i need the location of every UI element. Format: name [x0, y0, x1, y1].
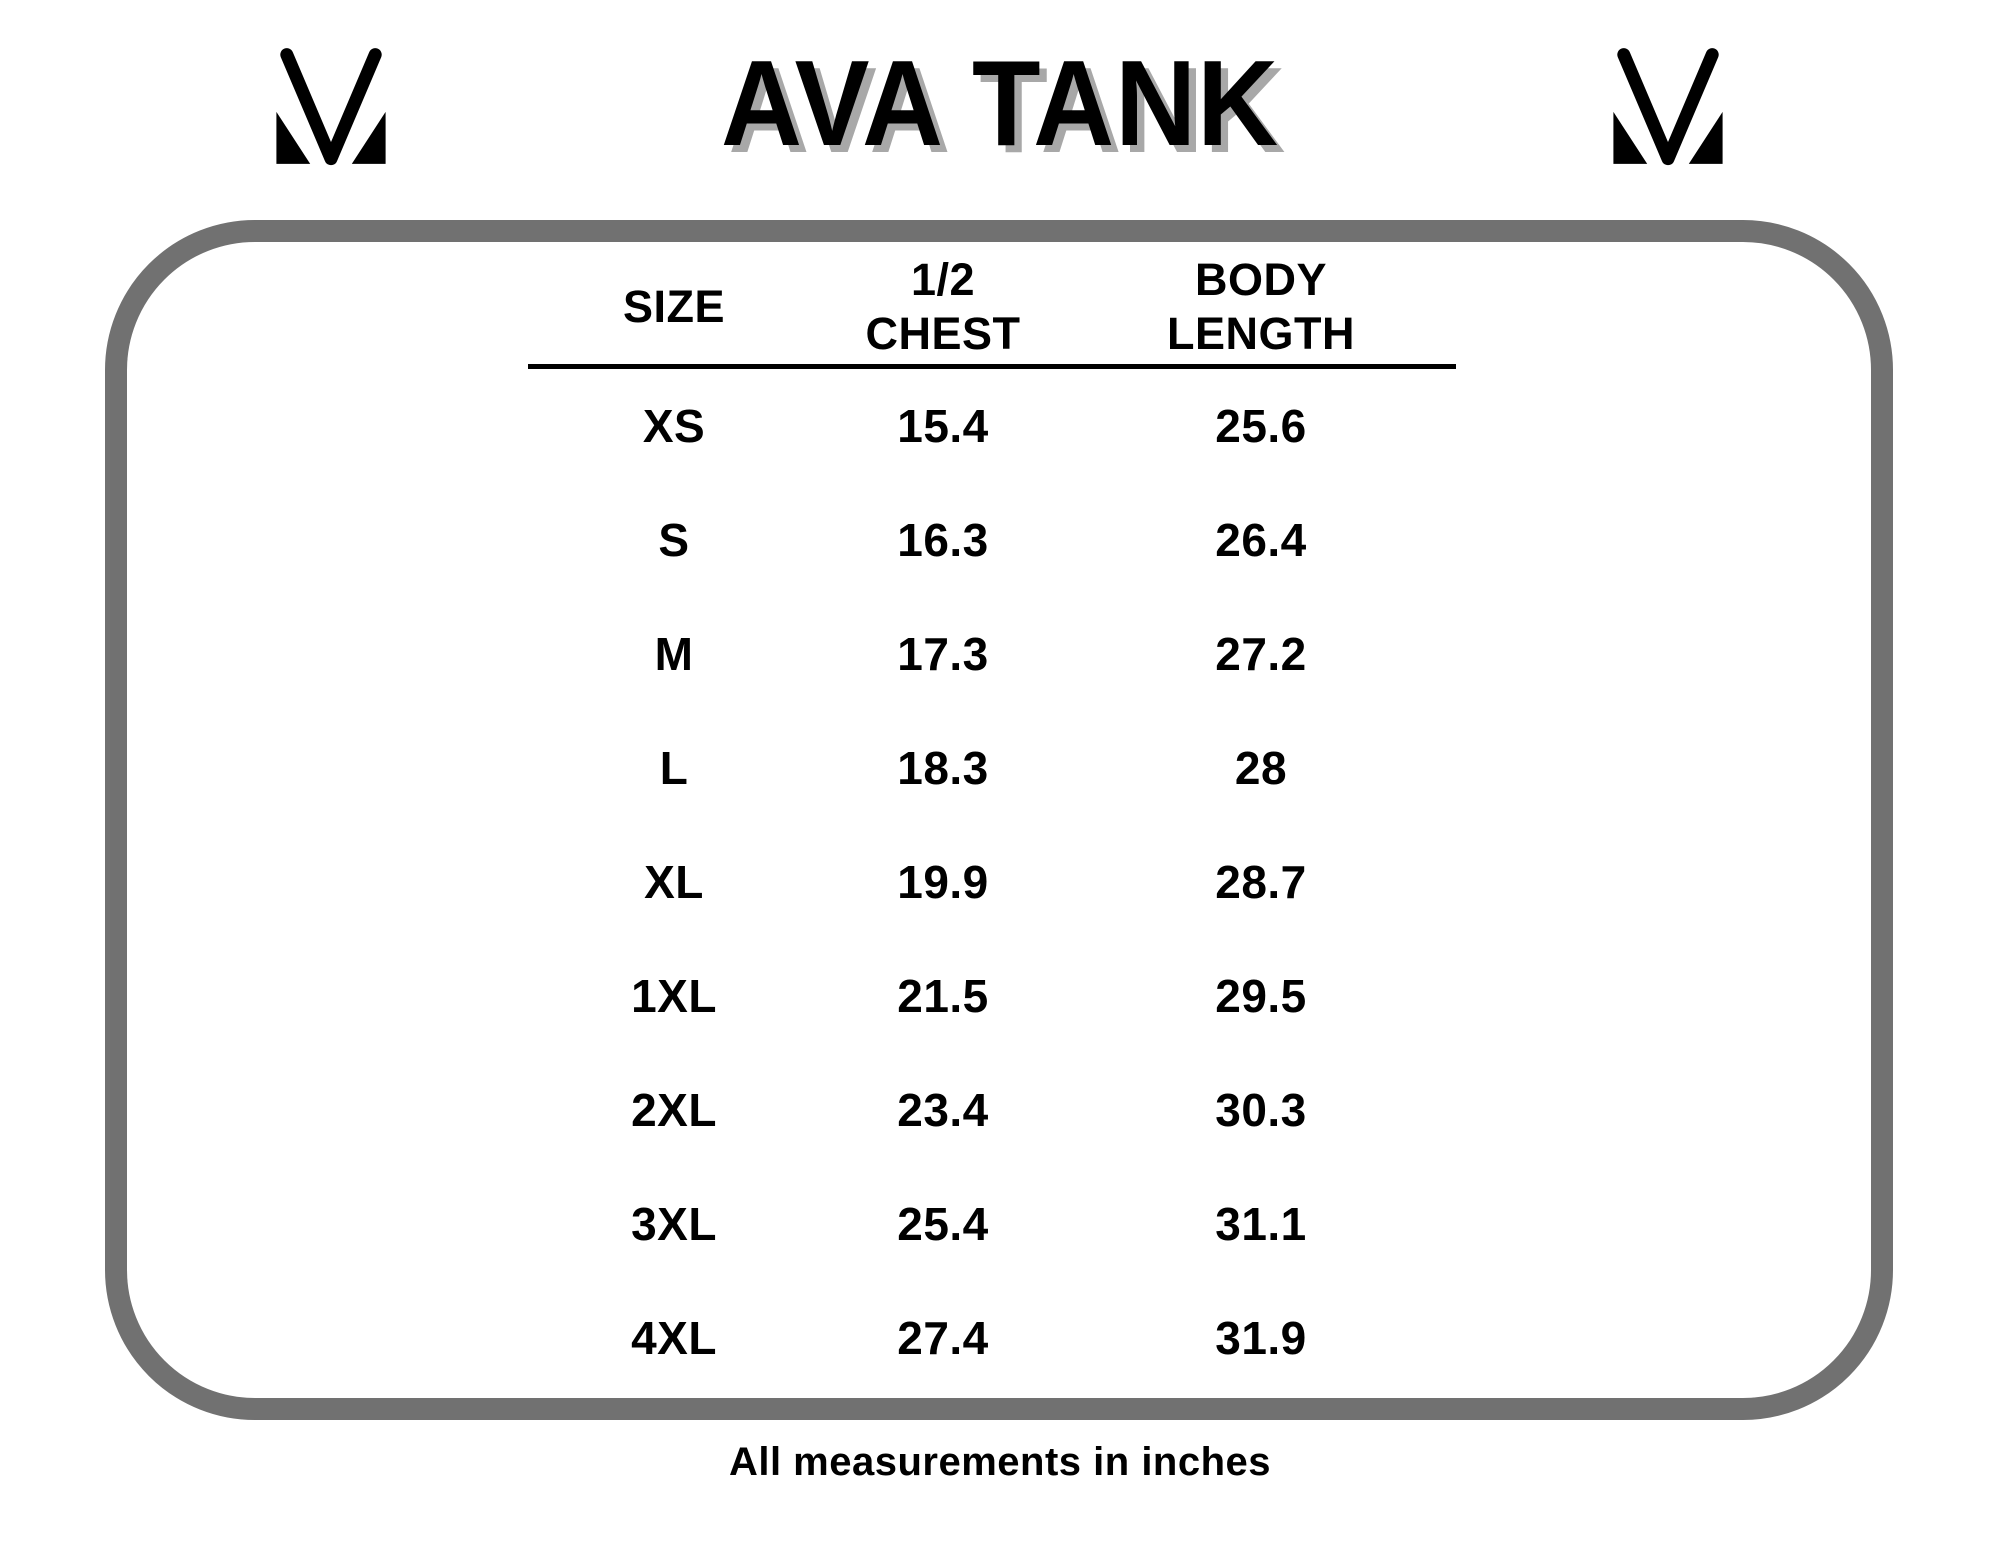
size-cell: 4XL	[631, 1312, 717, 1364]
col-header-size: SIZE	[528, 280, 820, 334]
chest-cell: 27.4	[897, 1312, 989, 1364]
table-header-row: SIZE 1/2 CHEST BODY LENGTH	[528, 250, 1456, 364]
size-table: SIZE 1/2 CHEST BODY LENGTH XS 15.4 25.6 …	[528, 250, 1456, 1395]
size-cell: M	[654, 628, 694, 680]
size-chart-border	[105, 220, 1893, 1420]
size-cell: 3XL	[631, 1198, 717, 1250]
table-row: L 18.3 28	[528, 711, 1456, 825]
measurements-note: All measurements in inches	[728, 1440, 1272, 1484]
table-row: 3XL 25.4 31.1	[528, 1167, 1456, 1281]
col-header-half-chest-label: 1/2 CHEST	[865, 254, 1021, 359]
table-row: XS 15.4 25.6	[528, 369, 1456, 483]
col-header-size-label: SIZE	[622, 281, 726, 332]
length-cell: 30.3	[1215, 1084, 1307, 1136]
length-cell: 26.4	[1215, 514, 1307, 566]
chest-cell: 25.4	[897, 1198, 989, 1250]
length-cell: 25.6	[1215, 400, 1307, 452]
chest-cell: 21.5	[897, 970, 989, 1022]
length-cell: 31.9	[1215, 1312, 1307, 1364]
length-cell: 29.5	[1215, 970, 1307, 1022]
size-cell: 1XL	[631, 970, 717, 1022]
col-header-body-length: BODY LENGTH	[1066, 253, 1456, 361]
size-cell: S	[658, 514, 690, 566]
chest-cell: 23.4	[897, 1084, 989, 1136]
table-row: 1XL 21.5 29.5	[528, 939, 1456, 1053]
col-header-half-chest: 1/2 CHEST	[820, 253, 1066, 361]
chest-cell: 19.9	[897, 856, 989, 908]
table-row: M 17.3 27.2	[528, 597, 1456, 711]
page-title: AVA TANK	[720, 35, 1280, 171]
chest-cell: 15.4	[897, 400, 989, 452]
size-cell: L	[659, 742, 689, 794]
table-row: 4XL 27.4 31.9	[528, 1281, 1456, 1395]
length-cell: 28	[1234, 742, 1288, 794]
m-logo-icon	[266, 44, 396, 168]
chest-cell: 17.3	[897, 628, 989, 680]
header-rule	[528, 364, 1456, 369]
table-row: XL 19.9 28.7	[528, 825, 1456, 939]
length-cell: 28.7	[1215, 856, 1307, 908]
chest-cell: 18.3	[897, 742, 989, 794]
size-cell: XL	[644, 856, 704, 908]
col-header-body-length-label: BODY LENGTH	[1167, 254, 1355, 359]
m-logo-icon	[1603, 44, 1733, 168]
chest-cell: 16.3	[897, 514, 989, 566]
size-cell: XS	[642, 400, 706, 452]
length-cell: 31.1	[1215, 1198, 1307, 1250]
table-row: 2XL 23.4 30.3	[528, 1053, 1456, 1167]
table-row: S 16.3 26.4	[528, 483, 1456, 597]
length-cell: 27.2	[1215, 628, 1307, 680]
size-cell: 2XL	[631, 1084, 717, 1136]
